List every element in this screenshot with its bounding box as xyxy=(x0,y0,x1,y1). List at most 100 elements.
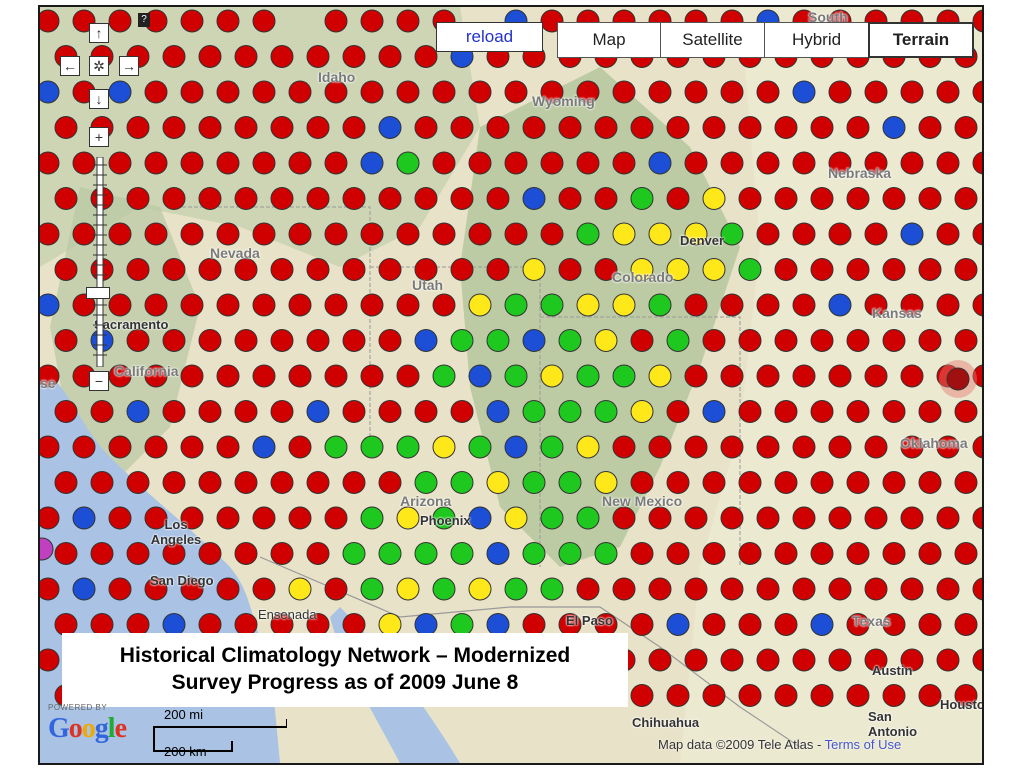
station-marker-yellow[interactable] xyxy=(504,506,528,530)
station-marker-red[interactable] xyxy=(720,80,744,104)
station-marker-red[interactable] xyxy=(468,151,492,175)
station-marker-red[interactable] xyxy=(828,151,852,175)
station-marker-red[interactable] xyxy=(288,506,312,530)
station-marker-red[interactable] xyxy=(216,293,240,317)
station-marker-red[interactable] xyxy=(756,648,780,672)
station-marker-red[interactable] xyxy=(918,329,942,352)
station-marker-red[interactable] xyxy=(900,648,924,672)
station-marker-red[interactable] xyxy=(40,435,60,459)
station-marker-red[interactable] xyxy=(216,435,240,459)
station-marker-red[interactable] xyxy=(324,9,348,33)
station-marker-blue[interactable] xyxy=(792,80,816,104)
station-marker-red[interactable] xyxy=(324,151,348,175)
station-marker-blue[interactable] xyxy=(126,400,150,423)
station-marker-blue[interactable] xyxy=(108,80,132,104)
station-marker-red[interactable] xyxy=(126,471,150,494)
station-marker-red[interactable] xyxy=(792,506,816,530)
station-marker-red[interactable] xyxy=(162,329,186,352)
station-marker-red[interactable] xyxy=(846,684,870,707)
pan-center-button[interactable]: ✲ xyxy=(89,56,109,76)
station-marker-red[interactable] xyxy=(774,116,798,139)
station-marker-red[interactable] xyxy=(720,151,744,175)
pan-right-button[interactable]: → xyxy=(119,56,139,76)
station-marker-green[interactable] xyxy=(378,542,402,565)
station-marker-red[interactable] xyxy=(360,293,384,317)
station-marker-red[interactable] xyxy=(144,293,168,317)
station-marker-red[interactable] xyxy=(198,258,222,281)
station-marker-green[interactable] xyxy=(324,435,348,459)
station-marker-red[interactable] xyxy=(324,364,348,388)
station-marker-red[interactable] xyxy=(576,151,600,175)
station-marker-red[interactable] xyxy=(216,151,240,175)
station-marker-red[interactable] xyxy=(630,116,654,139)
station-marker-red[interactable] xyxy=(918,542,942,565)
station-marker-red[interactable] xyxy=(756,80,780,104)
station-marker-green[interactable] xyxy=(450,471,474,494)
station-marker-red[interactable] xyxy=(846,116,870,139)
station-marker-green[interactable] xyxy=(558,400,582,423)
station-marker-red[interactable] xyxy=(306,471,330,494)
station-marker-red[interactable] xyxy=(864,293,888,317)
station-marker-red[interactable] xyxy=(162,400,186,423)
station-marker-red[interactable] xyxy=(882,471,906,494)
station-marker-red[interactable] xyxy=(684,648,708,672)
station-marker-blue[interactable] xyxy=(522,329,546,352)
station-marker-red[interactable] xyxy=(918,613,942,636)
station-marker-red[interactable] xyxy=(108,222,132,246)
station-marker-red[interactable] xyxy=(234,116,258,139)
station-marker-red[interactable] xyxy=(720,364,744,388)
station-marker-red[interactable] xyxy=(234,471,258,494)
station-marker-red[interactable] xyxy=(180,9,204,33)
station-marker-blue[interactable] xyxy=(666,613,690,636)
station-marker-red[interactable] xyxy=(576,80,600,104)
station-marker-red[interactable] xyxy=(630,684,654,707)
station-marker-red[interactable] xyxy=(738,684,762,707)
station-marker-red[interactable] xyxy=(180,506,204,530)
station-marker-red[interactable] xyxy=(846,400,870,423)
station-marker-red[interactable] xyxy=(702,684,726,707)
station-marker-red[interactable] xyxy=(792,293,816,317)
station-marker-red[interactable] xyxy=(702,116,726,139)
station-marker-red[interactable] xyxy=(306,329,330,352)
station-marker-red[interactable] xyxy=(738,471,762,494)
station-marker-red[interactable] xyxy=(918,400,942,423)
station-marker-red[interactable] xyxy=(198,329,222,352)
station-marker-red[interactable] xyxy=(468,80,492,104)
station-marker-red[interactable] xyxy=(864,506,888,530)
station-marker-red[interactable] xyxy=(702,329,726,352)
station-marker-green[interactable] xyxy=(450,542,474,565)
station-marker-red[interactable] xyxy=(936,151,960,175)
station-marker-yellow[interactable] xyxy=(648,364,672,388)
station-marker-yellow[interactable] xyxy=(612,293,636,317)
station-marker-red[interactable] xyxy=(216,9,240,33)
station-marker-red[interactable] xyxy=(198,400,222,423)
station-marker-red[interactable] xyxy=(144,151,168,175)
station-marker-green[interactable] xyxy=(504,293,528,317)
station-marker-green[interactable] xyxy=(522,400,546,423)
station-marker-green[interactable] xyxy=(558,542,582,565)
station-marker-red[interactable] xyxy=(432,80,456,104)
station-marker-red[interactable] xyxy=(180,577,204,601)
map-type-terrain-button[interactable]: Terrain xyxy=(868,22,974,58)
station-marker-red[interactable] xyxy=(342,116,366,139)
station-marker-red[interactable] xyxy=(882,258,906,281)
station-marker-red[interactable] xyxy=(810,684,834,707)
station-marker-blue[interactable] xyxy=(252,435,276,459)
station-marker-green[interactable] xyxy=(540,506,564,530)
station-marker-magenta[interactable] xyxy=(40,537,54,561)
station-marker-red[interactable] xyxy=(108,9,132,33)
station-marker-red[interactable] xyxy=(396,222,420,246)
station-marker-red[interactable] xyxy=(900,151,924,175)
station-marker-red[interactable] xyxy=(144,222,168,246)
station-marker-blue[interactable] xyxy=(468,364,492,388)
station-marker-red[interactable] xyxy=(432,151,456,175)
station-marker-red[interactable] xyxy=(306,116,330,139)
station-marker-blue[interactable] xyxy=(882,116,906,139)
station-marker-red[interactable] xyxy=(684,80,708,104)
map-type-satellite-button[interactable]: Satellite xyxy=(660,22,765,58)
station-marker-red[interactable] xyxy=(972,435,982,459)
station-marker-red[interactable] xyxy=(414,45,438,68)
station-marker-red[interactable] xyxy=(270,329,294,352)
station-marker-red[interactable] xyxy=(306,258,330,281)
station-marker-red[interactable] xyxy=(774,684,798,707)
